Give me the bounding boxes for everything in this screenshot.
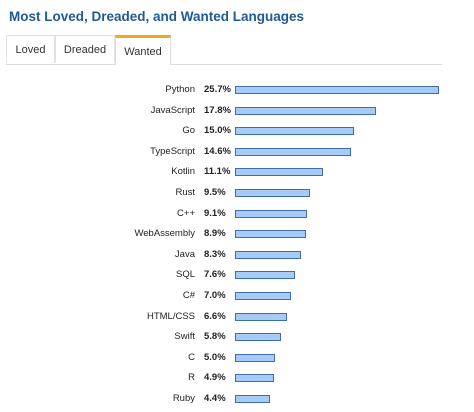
bar-swift: [235, 333, 281, 342]
language-label-swift: Swift: [174, 331, 195, 343]
value-label-sql: 7.6%: [204, 269, 226, 281]
language-label-html-css: HTML/CSS: [146, 310, 195, 322]
language-label-c: C: [188, 351, 195, 363]
page-title: Most Loved, Dreaded, and Wanted Language…: [9, 9, 305, 24]
bar-python: [235, 86, 439, 94]
bar-c: [235, 353, 275, 362]
bar-c: [235, 292, 291, 300]
language-label-r: R: [188, 372, 195, 384]
wanted-languages-chart: Python 25.7% JavaScript 17.8% Go 15.0% TypeScr…: [0, 78, 474, 412]
value-label-c: 5.0%: [204, 351, 226, 363]
language-label-javascript: JavaScript: [150, 104, 195, 116]
language-label-c: C++: [177, 207, 195, 219]
bar-sql: [235, 271, 295, 280]
bar-r: [235, 374, 274, 383]
value-label-kotlin: 11.1%: [204, 166, 231, 178]
value-label-go: 15.0%: [204, 125, 231, 137]
value-label-typescript: 14.6%: [204, 145, 231, 157]
value-label-rust: 9.5%: [204, 187, 226, 198]
bar-webassembly: [235, 230, 306, 239]
language-label-webassembly: WebAssembly: [134, 228, 195, 240]
language-label-java: Java: [174, 248, 195, 260]
language-label-ruby: Ruby: [172, 393, 195, 404]
language-label-python: Python: [165, 84, 195, 95]
value-label-c: 9.1%: [204, 207, 226, 219]
language-label-kotlin: Kotlin: [171, 166, 195, 178]
bar-rust: [235, 189, 310, 197]
bar-typescript: [235, 147, 351, 156]
value-label-java: 8.3%: [204, 248, 226, 260]
tab-loved[interactable]: Loved: [6, 35, 55, 63]
language-label-rust: Rust: [175, 187, 195, 198]
value-label-swift: 5.8%: [204, 331, 226, 343]
value-label-html-css: 6.6%: [204, 310, 226, 322]
tab-bar: Loved Dreaded Wanted: [6, 35, 442, 65]
bar-javascript: [235, 106, 376, 115]
value-label-r: 4.9%: [204, 372, 226, 384]
tab-wanted[interactable]: Wanted: [115, 35, 171, 65]
value-label-webassembly: 8.9%: [204, 228, 226, 240]
bar-html-css: [235, 312, 287, 321]
bar-ruby: [235, 395, 270, 403]
value-label-javascript: 17.8%: [204, 104, 231, 116]
value-label-c: 7.0%: [204, 290, 226, 301]
tab-dreaded[interactable]: Dreaded: [55, 35, 115, 63]
language-label-go: Go: [182, 125, 195, 137]
language-label-sql: SQL: [175, 269, 195, 281]
value-label-python: 25.7%: [204, 84, 231, 95]
language-label-c: C#: [182, 290, 195, 301]
language-label-typescript: TypeScript: [150, 145, 195, 157]
value-label-ruby: 4.4%: [204, 393, 226, 404]
bar-c: [235, 209, 307, 218]
bar-go: [235, 127, 354, 136]
bar-kotlin: [235, 168, 323, 177]
bar-java: [235, 250, 301, 259]
